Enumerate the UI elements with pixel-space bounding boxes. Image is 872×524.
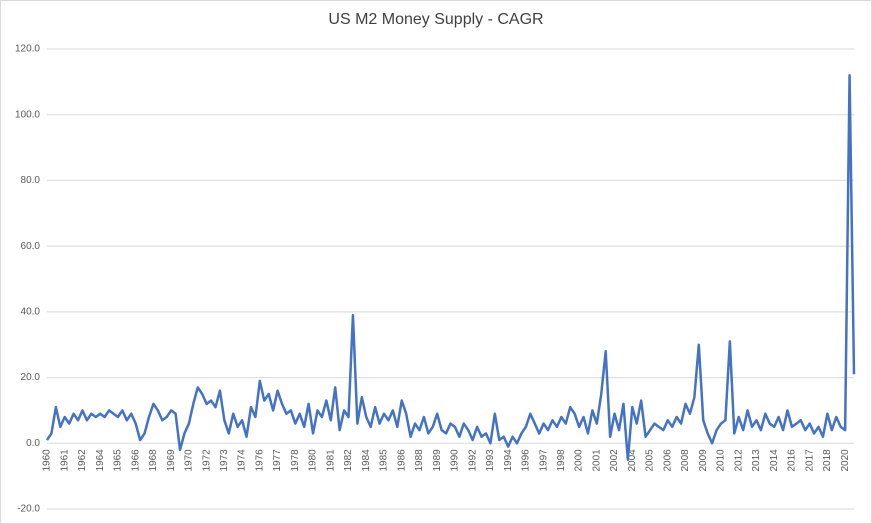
x-tick-label: 1985 bbox=[379, 449, 390, 472]
x-tick-label: 1970 bbox=[184, 449, 195, 472]
x-tick-label: 1968 bbox=[148, 449, 159, 472]
x-tick-label: 2002 bbox=[609, 449, 620, 472]
y-tick-label: 40.0 bbox=[21, 306, 41, 317]
x-tick-label: 1965 bbox=[113, 449, 124, 472]
x-tick-label: 1989 bbox=[432, 449, 443, 472]
x-tick-label: 2009 bbox=[698, 449, 709, 472]
y-tick-label: 60.0 bbox=[21, 241, 41, 252]
x-tick-label: 2000 bbox=[574, 449, 585, 472]
x-tick-label: 2013 bbox=[751, 449, 762, 472]
x-tick-label: 2008 bbox=[680, 449, 691, 472]
x-tick-label: 1982 bbox=[343, 449, 354, 472]
x-tick-label: 1961 bbox=[59, 449, 70, 472]
y-tick-label: 80.0 bbox=[21, 175, 41, 186]
x-tick-label: 1984 bbox=[361, 449, 372, 472]
x-tick-label: 2017 bbox=[804, 449, 815, 472]
x-tick-label: 1972 bbox=[201, 449, 212, 472]
x-tick-label: 2004 bbox=[627, 449, 638, 472]
x-tick-label: 1977 bbox=[272, 449, 283, 472]
x-tick-label: 2001 bbox=[591, 449, 602, 472]
x-tick-label: 1997 bbox=[538, 449, 549, 472]
y-tick-label: 120.0 bbox=[15, 44, 40, 55]
y-tick-label: 0.0 bbox=[26, 438, 40, 449]
x-tick-label: 2010 bbox=[716, 449, 727, 472]
x-tick-label: 2012 bbox=[733, 449, 744, 472]
data-line bbox=[45, 74, 856, 461]
x-tick-label: 2014 bbox=[769, 449, 780, 472]
x-tick-label: 1981 bbox=[325, 449, 336, 472]
chart-title: US M2 Money Supply - CAGR bbox=[328, 11, 543, 28]
x-tick-label: 1980 bbox=[308, 449, 319, 472]
x-tick-label: 1986 bbox=[396, 449, 407, 472]
x-tick-label: 1976 bbox=[254, 449, 265, 472]
x-tick-label: 2005 bbox=[645, 449, 656, 472]
y-tick-label: 20.0 bbox=[21, 372, 41, 383]
x-tick-label: 1974 bbox=[237, 449, 248, 472]
x-tick-label: 1978 bbox=[290, 449, 301, 472]
x-tick-label: 1969 bbox=[166, 449, 177, 472]
x-tick-label: 1966 bbox=[130, 449, 141, 472]
x-tick-label: 2016 bbox=[787, 449, 798, 472]
x-tick-label: 1998 bbox=[556, 449, 567, 472]
x-tick-label: 1990 bbox=[450, 449, 461, 472]
x-tick-label: 1994 bbox=[503, 449, 514, 472]
y-tick-label: 100.0 bbox=[15, 109, 40, 120]
x-tick-label: 1962 bbox=[77, 449, 88, 472]
x-tick-label: 1996 bbox=[521, 449, 532, 472]
x-tick-label: 1992 bbox=[467, 449, 478, 472]
x-tick-label: 2020 bbox=[840, 449, 851, 472]
x-tick-label: 1964 bbox=[95, 449, 106, 472]
x-tick-label: 1988 bbox=[414, 449, 425, 472]
x-tick-label: 1993 bbox=[485, 449, 496, 472]
y-tick-label: -20.0 bbox=[17, 504, 40, 515]
x-tick-label: 2018 bbox=[822, 449, 833, 472]
x-tick-label: 1960 bbox=[42, 449, 53, 472]
x-tick-label: 2006 bbox=[662, 449, 673, 472]
x-tick-label: 1973 bbox=[219, 449, 230, 472]
